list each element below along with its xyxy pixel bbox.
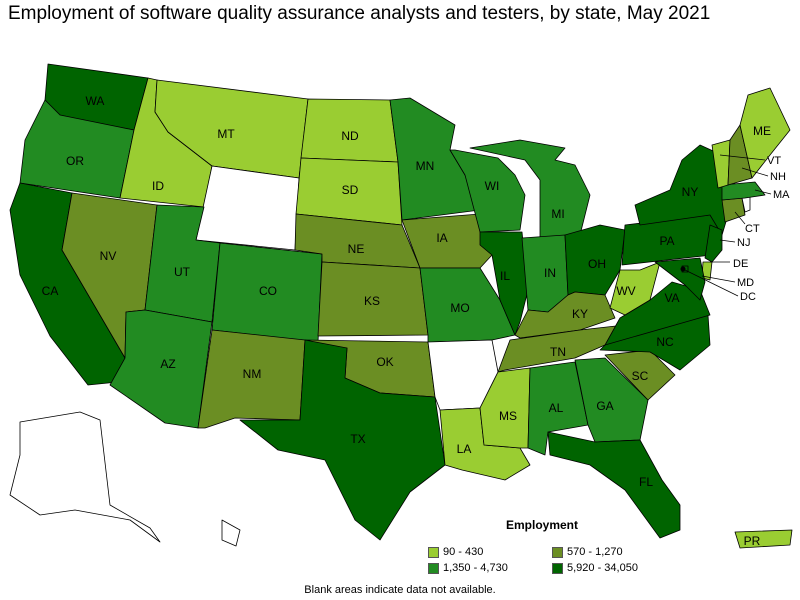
state-ME[interactable] <box>739 87 791 179</box>
label-FL: FL <box>639 475 653 489</box>
label-NY: NY <box>682 185 699 199</box>
label-KY: KY <box>572 307 588 321</box>
label-PR: PR <box>744 534 761 548</box>
label-ID: ID <box>152 179 164 193</box>
label-NV: NV <box>100 249 117 263</box>
legend-swatch <box>552 562 563 574</box>
legend-label: 1,350 - 4,730 <box>443 562 508 574</box>
label-ND: ND <box>341 129 359 143</box>
label-GA: GA <box>596 399 613 413</box>
label-WV: WV <box>616 284 635 298</box>
legend-label: 90 - 430 <box>443 546 484 558</box>
state-MD[interactable] <box>654 257 706 301</box>
label-PA: PA <box>659 234 674 248</box>
label-CO: CO <box>259 284 277 298</box>
footnote: Blank areas indicate data not available. <box>304 584 496 596</box>
label-LA: LA <box>457 442 472 456</box>
label-NH: NH <box>770 171 786 183</box>
label-ME: ME <box>753 124 771 138</box>
legend-label: 5,920 - 34,050 <box>567 562 638 574</box>
label-VA: VA <box>664 291 679 305</box>
label-NC: NC <box>656 335 674 349</box>
legend-item: 5,920 - 34,050 <box>552 562 638 574</box>
state-MA[interactable] <box>721 181 766 201</box>
legend-item: 90 - 430 <box>428 546 483 558</box>
state-AZ[interactable] <box>109 309 213 429</box>
state-VA[interactable] <box>604 281 711 346</box>
label-NM: NM <box>243 367 262 381</box>
state-CT[interactable] <box>721 197 746 223</box>
label-MT: MT <box>217 127 235 141</box>
label-VT: VT <box>767 155 781 167</box>
label-OR: OR <box>66 154 84 168</box>
legend-swatch <box>552 546 563 558</box>
label-SC: SC <box>632 369 649 383</box>
state-MO[interactable] <box>419 267 516 343</box>
label-TX: TX <box>350 432 365 446</box>
label-UT: UT <box>174 265 191 279</box>
label-SD: SD <box>342 183 359 197</box>
label-OH: OH <box>588 257 606 271</box>
label-MS: MS <box>499 409 517 423</box>
label-MD: MD <box>737 277 754 289</box>
legend-item: 570 - 1,270 <box>552 546 623 558</box>
label-OK: OK <box>376 355 393 369</box>
label-CA: CA <box>42 284 59 298</box>
label-DC: DC <box>740 291 756 303</box>
state-HI[interactable] <box>221 519 241 547</box>
label-MA: MA <box>773 189 790 201</box>
label-DE: DE <box>733 258 748 270</box>
state-NJ[interactable] <box>704 224 723 263</box>
label-WA: WA <box>86 94 105 108</box>
legend-swatch <box>428 562 439 574</box>
dc-marker <box>680 266 686 272</box>
label-MI: MI <box>551 207 564 221</box>
label-NE: NE <box>348 242 365 256</box>
state-TX[interactable] <box>239 339 446 541</box>
label-IA: IA <box>436 231 447 245</box>
label-CT: CT <box>745 223 760 235</box>
label-AZ: AZ <box>160 357 175 371</box>
label-IN: IN <box>544 266 556 280</box>
legend-title: Employment <box>506 518 579 532</box>
label-MO: MO <box>450 301 469 315</box>
label-IL: IL <box>500 269 510 283</box>
state-PR[interactable] <box>734 529 793 549</box>
state-FL[interactable] <box>547 431 681 539</box>
state-IA[interactable] <box>401 213 493 269</box>
state-MI[interactable] <box>469 139 591 239</box>
state-WI[interactable] <box>449 149 526 233</box>
legend-label: 570 - 1,270 <box>567 546 623 558</box>
label-WI: WI <box>485 179 500 193</box>
label-AL: AL <box>549 401 564 415</box>
map-title: Employment of software quality assurance… <box>8 3 711 24</box>
label-MN: MN <box>416 159 435 173</box>
legend-swatch <box>428 546 439 558</box>
label-TN: TN <box>550 345 566 359</box>
state-WY[interactable] <box>195 165 300 251</box>
legend-item: 1,350 - 4,730 <box>428 562 508 574</box>
label-NJ: NJ <box>737 237 750 249</box>
label-KS: KS <box>364 294 380 308</box>
legend: Employment 90 - 430 570 - 1,270 1,350 - … <box>428 518 638 578</box>
state-AK[interactable] <box>9 411 161 543</box>
